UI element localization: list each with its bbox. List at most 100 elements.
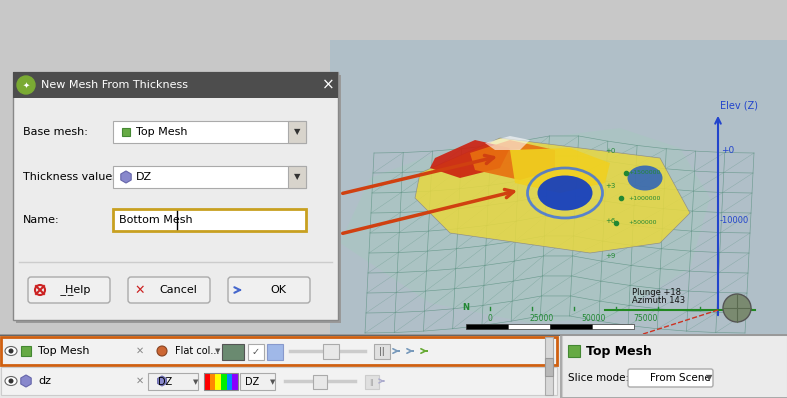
Bar — [267, 344, 283, 360]
Bar — [374, 344, 390, 359]
Text: ✕: ✕ — [135, 283, 146, 297]
FancyBboxPatch shape — [228, 277, 310, 303]
Bar — [1, 337, 557, 365]
Ellipse shape — [5, 377, 17, 386]
Text: +6: +6 — [605, 218, 615, 224]
Circle shape — [17, 76, 35, 94]
Bar — [13, 72, 338, 320]
Text: ✓: ✓ — [252, 347, 260, 357]
Bar — [313, 375, 327, 389]
Text: 0: 0 — [488, 314, 493, 323]
Bar — [562, 397, 787, 398]
Text: Top Mesh: Top Mesh — [38, 346, 90, 356]
Ellipse shape — [9, 349, 13, 353]
Text: New Mesh From Thickness: New Mesh From Thickness — [41, 80, 188, 90]
Text: DZ: DZ — [245, 377, 259, 387]
Ellipse shape — [627, 166, 663, 191]
Bar — [13, 72, 338, 98]
Polygon shape — [340, 128, 710, 323]
Text: +500000: +500000 — [628, 220, 656, 226]
Polygon shape — [510, 148, 610, 193]
Text: Elev (Z): Elev (Z) — [720, 100, 758, 110]
Text: ▼: ▼ — [294, 127, 301, 137]
FancyBboxPatch shape — [128, 277, 210, 303]
Bar — [323, 344, 339, 359]
Text: DZ: DZ — [158, 377, 172, 387]
Text: Thickness values:: Thickness values: — [23, 172, 122, 182]
Bar — [365, 375, 379, 389]
Text: +0: +0 — [721, 146, 734, 155]
Bar — [148, 373, 198, 390]
Bar — [545, 337, 553, 395]
Text: From Scene: From Scene — [650, 373, 711, 383]
Text: ✦: ✦ — [23, 80, 29, 90]
Bar — [204, 373, 209, 390]
Text: 25000: 25000 — [530, 314, 554, 323]
Text: -10000: -10000 — [720, 216, 749, 225]
Text: 75000: 75000 — [634, 314, 658, 323]
Ellipse shape — [5, 347, 17, 355]
Bar — [1, 367, 557, 395]
Bar — [240, 373, 275, 390]
Text: N: N — [462, 303, 469, 312]
Text: +0: +0 — [605, 148, 615, 154]
Text: OK: OK — [270, 285, 286, 295]
Text: ▼: ▼ — [294, 172, 301, 181]
Text: ̲H̲elp: ̲H̲elp — [65, 285, 91, 295]
Text: +1000000: +1000000 — [628, 195, 660, 201]
Bar — [227, 373, 232, 390]
Bar — [508, 324, 550, 329]
Text: Plunge +18: Plunge +18 — [632, 288, 681, 297]
Bar — [288, 166, 306, 188]
Bar — [562, 335, 787, 398]
Text: ×: × — [322, 78, 334, 92]
Bar — [113, 121, 306, 143]
Bar — [248, 344, 264, 360]
Bar — [330, 40, 787, 335]
Text: Top Mesh: Top Mesh — [136, 127, 187, 137]
Text: Name:: Name: — [23, 215, 60, 225]
Text: DZ: DZ — [136, 172, 152, 182]
FancyBboxPatch shape — [28, 277, 110, 303]
Text: ▼: ▼ — [215, 348, 220, 354]
Bar — [204, 373, 238, 390]
Bar — [560, 335, 562, 398]
Text: dz: dz — [38, 376, 51, 386]
Bar — [550, 324, 592, 329]
Text: Flat col...: Flat col... — [175, 346, 220, 356]
Bar — [545, 358, 553, 376]
Text: Bottom Mesh: Bottom Mesh — [119, 215, 193, 225]
Text: Base mesh:: Base mesh: — [23, 127, 88, 137]
Text: Cancel: Cancel — [159, 285, 197, 295]
Text: ▼: ▼ — [706, 373, 712, 382]
Text: Slice mode:: Slice mode: — [568, 373, 629, 383]
Bar — [16, 75, 341, 323]
Polygon shape — [415, 138, 690, 253]
Bar — [288, 121, 306, 143]
Bar — [113, 209, 306, 231]
Polygon shape — [485, 136, 530, 150]
Ellipse shape — [723, 294, 751, 322]
Bar — [592, 324, 634, 329]
Bar — [216, 373, 221, 390]
Polygon shape — [470, 140, 555, 180]
Bar — [0, 0, 787, 335]
Ellipse shape — [9, 378, 13, 384]
Text: ||: || — [379, 347, 385, 355]
Ellipse shape — [538, 176, 593, 211]
Bar — [209, 373, 216, 390]
Bar — [113, 166, 306, 188]
Text: ✕: ✕ — [136, 346, 144, 356]
Text: +9: +9 — [605, 253, 615, 259]
Text: Azimuth 143: Azimuth 143 — [632, 296, 685, 305]
Polygon shape — [430, 140, 510, 178]
Text: Top Mesh: Top Mesh — [586, 345, 652, 357]
Bar — [0, 334, 787, 336]
Bar — [0, 335, 787, 398]
Text: ||: || — [370, 378, 375, 386]
Text: ▼: ▼ — [270, 379, 275, 385]
Bar — [222, 344, 244, 360]
Text: +3: +3 — [605, 183, 615, 189]
FancyBboxPatch shape — [628, 369, 713, 387]
Text: +1500000: +1500000 — [628, 170, 660, 176]
